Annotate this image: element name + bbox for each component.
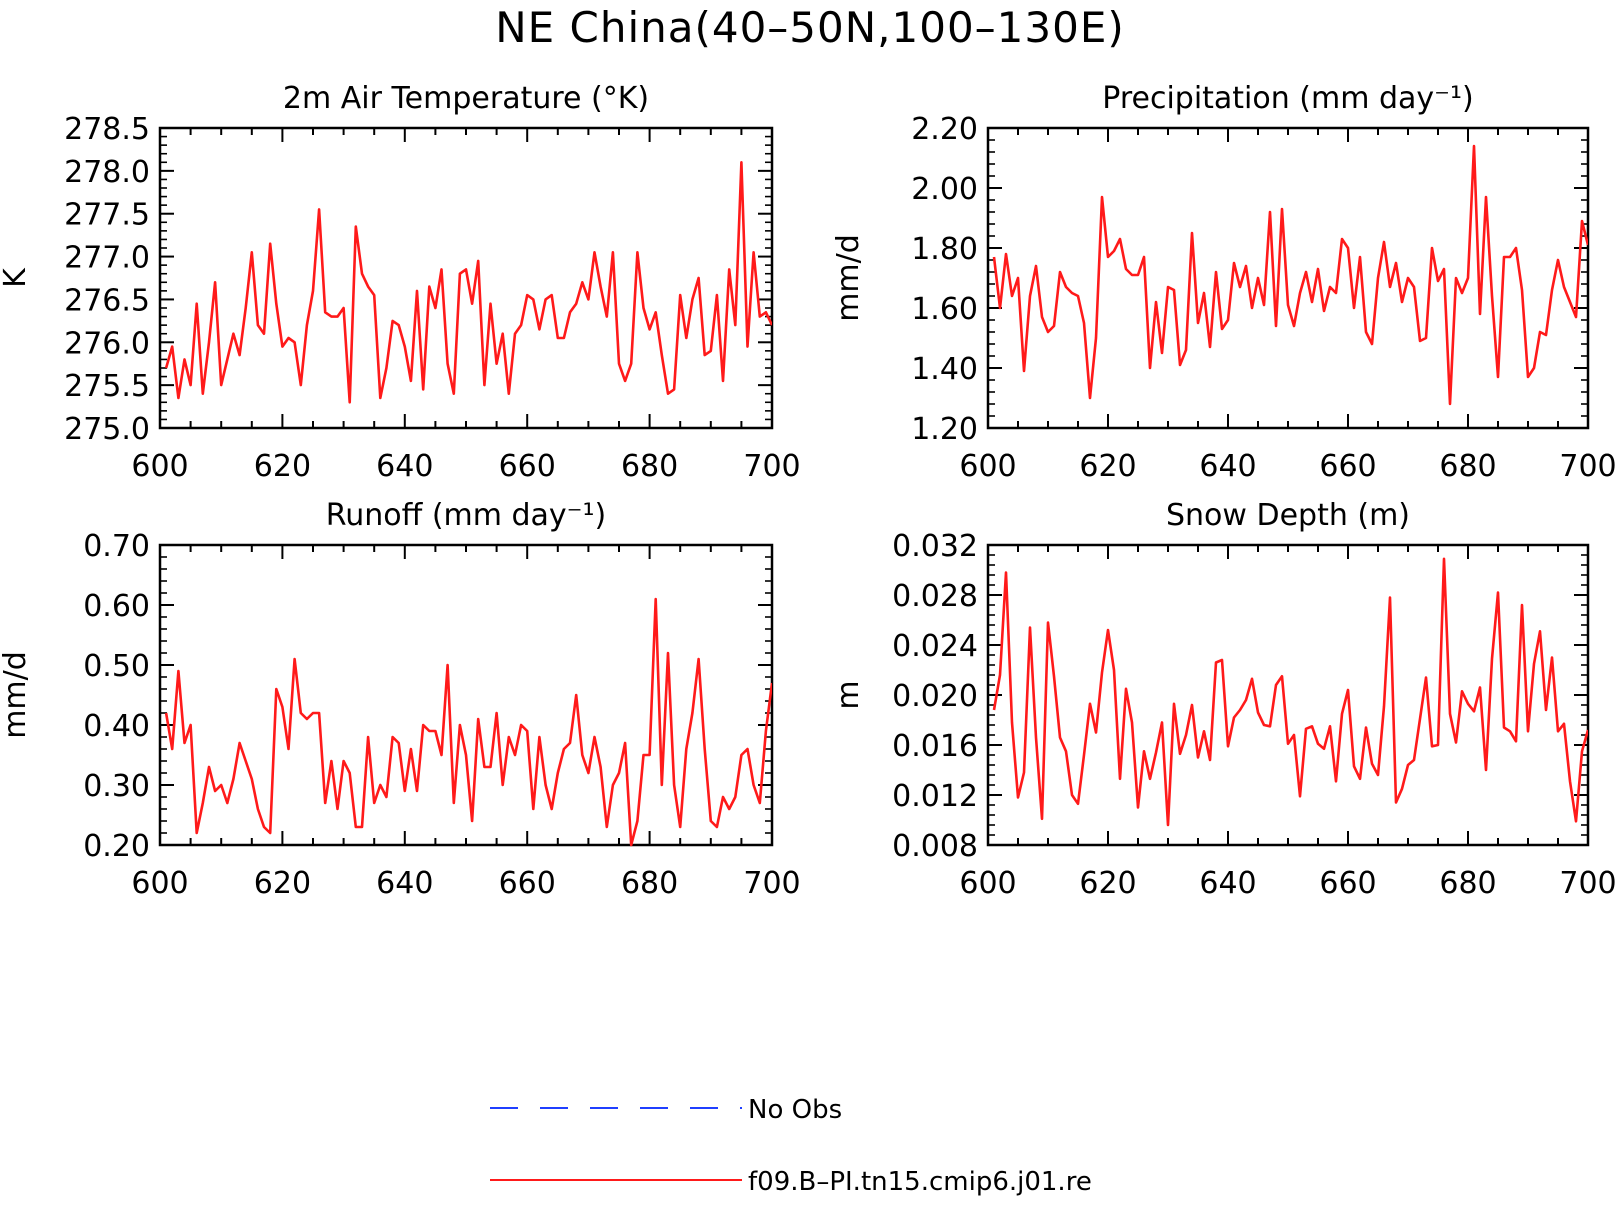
legend: No Obs f09.B–PI.tn15.cmip6.j01.re	[490, 1095, 1092, 1197]
plot-frame	[986, 126, 1590, 430]
x-tick-label: 640	[1199, 449, 1256, 484]
y-tick-label: 1.20	[911, 412, 978, 447]
x-tick-label: 700	[743, 866, 800, 901]
y-tick-label: 0.024	[892, 629, 978, 664]
legend-label: No Obs	[748, 1095, 842, 1125]
y-axis-label: m	[831, 680, 866, 709]
y-tick-label: 0.020	[892, 679, 978, 714]
y-axis-label: mm/d	[0, 651, 33, 739]
series-line	[992, 557, 1588, 827]
figure-title: NE China(40–50N,100–130E)	[495, 3, 1125, 52]
x-tick-label: 660	[1319, 866, 1376, 901]
chart-panel-3: 600 620 640 660 680 700 0.20 0.30 0.40 0.50 0.60 0.…	[0, 498, 801, 901]
x-tick-label: 620	[254, 449, 311, 484]
x-tick-label: 600	[959, 449, 1016, 484]
series-line	[164, 161, 772, 404]
legend-item: f09.B–PI.tn15.cmip6.j01.re	[490, 1167, 1092, 1197]
y-tick-label: 278.0	[64, 155, 150, 190]
y-axis-label: mm/d	[831, 234, 866, 322]
series-line	[164, 597, 772, 847]
y-tick-label: 275.5	[64, 369, 150, 404]
y-tick-label: 275.0	[64, 412, 150, 447]
y-tick-label: 1.40	[911, 352, 978, 387]
y-tick-label: 2.20	[911, 112, 978, 147]
panel-title: 2m Air Temperature (°K)	[283, 81, 649, 116]
x-tick-label: 700	[743, 449, 800, 484]
y-tick-label: 277.0	[64, 241, 150, 276]
y-tick-label: 2.00	[911, 172, 978, 207]
x-tick-label: 600	[131, 866, 188, 901]
legend-label: f09.B–PI.tn15.cmip6.j01.re	[748, 1167, 1092, 1197]
y-axis-label: K	[0, 267, 33, 288]
x-tick-label: 680	[621, 866, 678, 901]
x-tick-label: 600	[131, 449, 188, 484]
x-tick-label: 600	[959, 866, 1016, 901]
y-tick-label: 0.30	[83, 769, 150, 804]
x-tick-label: 640	[376, 449, 433, 484]
x-tick-label: 700	[1559, 449, 1616, 484]
panels-group: 600 620 640 660 680 700 275.0 275.5 276.0 276.5 27…	[0, 81, 1617, 901]
y-tick-label: 1.60	[911, 292, 978, 327]
series-line	[992, 144, 1588, 406]
chart-panel-1: 600 620 640 660 680 700 275.0 275.5 276.0 276.5 27…	[0, 81, 801, 484]
x-tick-label: 680	[621, 449, 678, 484]
y-tick-label: 0.012	[892, 779, 978, 814]
x-tick-label: 620	[1079, 449, 1136, 484]
y-tick-label: 277.5	[64, 198, 150, 233]
y-tick-label: 0.028	[892, 579, 978, 614]
x-tick-label: 680	[1439, 866, 1496, 901]
panel-title: Snow Depth (m)	[1166, 498, 1410, 533]
y-tick-label: 0.50	[83, 649, 150, 684]
plot-frame	[158, 126, 774, 430]
chart-panel-2: 600 620 640 660 680 700 1.20 1.40 1.60 1.80 2.00 2.…	[831, 81, 1617, 484]
y-tick-label: 0.70	[83, 529, 150, 564]
y-tick-label: 0.008	[892, 829, 978, 864]
panel-title: Precipitation (mm day⁻¹)	[1102, 81, 1473, 116]
x-tick-label: 620	[1079, 866, 1136, 901]
y-tick-label: 0.032	[892, 529, 978, 564]
y-tick-label: 0.40	[83, 709, 150, 744]
panel-title: Runoff (mm day⁻¹)	[326, 498, 607, 533]
y-tick-label: 276.0	[64, 326, 150, 361]
x-tick-label: 620	[254, 866, 311, 901]
plot-frame	[158, 543, 774, 847]
x-tick-label: 640	[1199, 866, 1256, 901]
x-tick-label: 660	[499, 449, 556, 484]
chart-panel-4: 600 620 640 660 680 700 0.008 0.012 0.016 0.020 0.…	[831, 498, 1617, 901]
x-tick-label: 660	[1319, 449, 1376, 484]
x-tick-label: 700	[1559, 866, 1616, 901]
x-tick-label: 660	[499, 866, 556, 901]
legend-item: No Obs	[490, 1095, 842, 1125]
y-tick-label: 0.20	[83, 829, 150, 864]
y-tick-label: 278.5	[64, 112, 150, 147]
y-tick-label: 0.016	[892, 729, 978, 764]
x-tick-label: 680	[1439, 449, 1496, 484]
y-tick-label: 0.60	[83, 589, 150, 624]
y-tick-label: 276.5	[64, 283, 150, 318]
x-tick-label: 640	[376, 866, 433, 901]
y-tick-label: 1.80	[911, 232, 978, 267]
